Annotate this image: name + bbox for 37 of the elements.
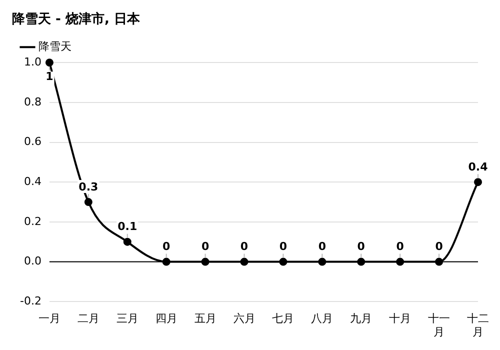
x-tick-label: 一月 bbox=[38, 312, 60, 326]
x-tick-label: 十月 bbox=[389, 312, 412, 326]
x-tick-label: 四月 bbox=[155, 312, 178, 326]
point bbox=[123, 238, 132, 246]
y-tick-label: 0.8 bbox=[24, 95, 42, 108]
chart-title: 降雪天 - 烧津市, 日本 bbox=[12, 11, 141, 28]
x-tick-label: 十二月 bbox=[467, 312, 489, 338]
data-label: 0 bbox=[435, 240, 444, 254]
data-label: 0.4 bbox=[468, 160, 488, 174]
data-label: 0 bbox=[318, 240, 326, 254]
x-tick-label: 六月 bbox=[233, 312, 256, 326]
point bbox=[45, 58, 54, 67]
data-label: 0 bbox=[162, 240, 171, 254]
data-label: 0 bbox=[357, 240, 366, 254]
y-tick-label: 0.6 bbox=[24, 135, 42, 148]
point bbox=[474, 178, 482, 186]
data-label: 0 bbox=[240, 240, 248, 254]
y-tick-label: 0.2 bbox=[24, 214, 42, 228]
y-tick-label: 0.4 bbox=[24, 174, 42, 188]
y-tick-label: 1.0 bbox=[24, 55, 42, 68]
x-tick-label: 二月 bbox=[77, 312, 100, 326]
y-tick-label: 0.0 bbox=[24, 254, 42, 268]
data-label: 0 bbox=[396, 240, 404, 254]
data-label: 1 bbox=[46, 70, 54, 83]
x-tick-label: 九月 bbox=[350, 312, 372, 326]
legend-label: 降雪天 bbox=[38, 40, 72, 53]
data-label: 0 bbox=[201, 240, 210, 254]
data-label: 0.3 bbox=[78, 180, 98, 194]
data-label: 0 bbox=[279, 240, 288, 254]
x-tick-label: 五月 bbox=[194, 312, 216, 326]
point bbox=[84, 198, 92, 206]
data-label: 0.1 bbox=[118, 220, 138, 234]
y-tick-label: -0.2 bbox=[20, 294, 42, 308]
x-tick-label: 十一月 bbox=[428, 312, 450, 338]
x-tick-label: 七月 bbox=[272, 312, 294, 326]
x-tick-label: 三月 bbox=[116, 312, 138, 326]
x-tick-label: 八月 bbox=[311, 312, 334, 326]
